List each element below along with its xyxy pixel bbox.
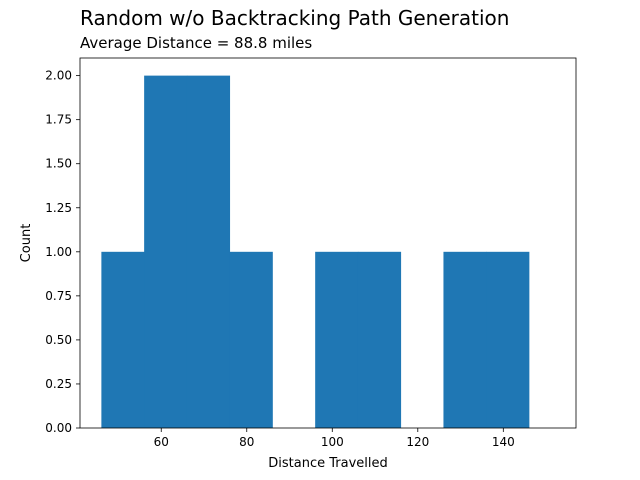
histogram-bar <box>486 251 530 428</box>
x-axis-ticks: 60 80 100 120 140 <box>154 428 515 449</box>
histogram-bar <box>229 251 273 428</box>
x-tick-label: 80 <box>239 435 254 449</box>
histogram-bar <box>186 75 231 428</box>
y-tick-label: 0.75 <box>45 289 72 303</box>
x-tick-label: 120 <box>406 435 429 449</box>
y-tick-label: 1.00 <box>45 245 72 259</box>
y-tick-label: 0.25 <box>45 377 72 391</box>
plot-frame <box>79 57 577 429</box>
y-tick-label: 0.50 <box>45 333 72 347</box>
x-tick-label: 60 <box>154 435 169 449</box>
histogram-bar <box>144 75 188 428</box>
x-axis-label: Distance Travelled <box>268 456 387 471</box>
y-tick-label: 0.00 <box>45 421 72 435</box>
x-tick-label: 100 <box>321 435 344 449</box>
chart-title: Random w/o Backtracking Path Generation <box>80 6 510 30</box>
y-tick-label: 1.50 <box>45 157 72 171</box>
y-axis-label: Count <box>19 224 34 263</box>
histogram-bar <box>101 251 145 428</box>
bars-group <box>101 75 530 428</box>
histogram-bar <box>357 251 402 428</box>
y-axis-ticks: 0.00 0.25 0.50 0.75 1.00 1.25 1.50 1.75 2.00 <box>45 69 80 435</box>
x-tick-label: 140 <box>492 435 515 449</box>
y-tick-label: 2.00 <box>45 69 72 83</box>
histogram-bar <box>443 251 487 428</box>
y-tick-label: 1.25 <box>45 201 72 215</box>
chart-subtitle: Average Distance = 88.8 miles <box>80 34 313 52</box>
y-tick-label: 1.75 <box>45 113 72 127</box>
histogram-bar <box>315 251 359 428</box>
